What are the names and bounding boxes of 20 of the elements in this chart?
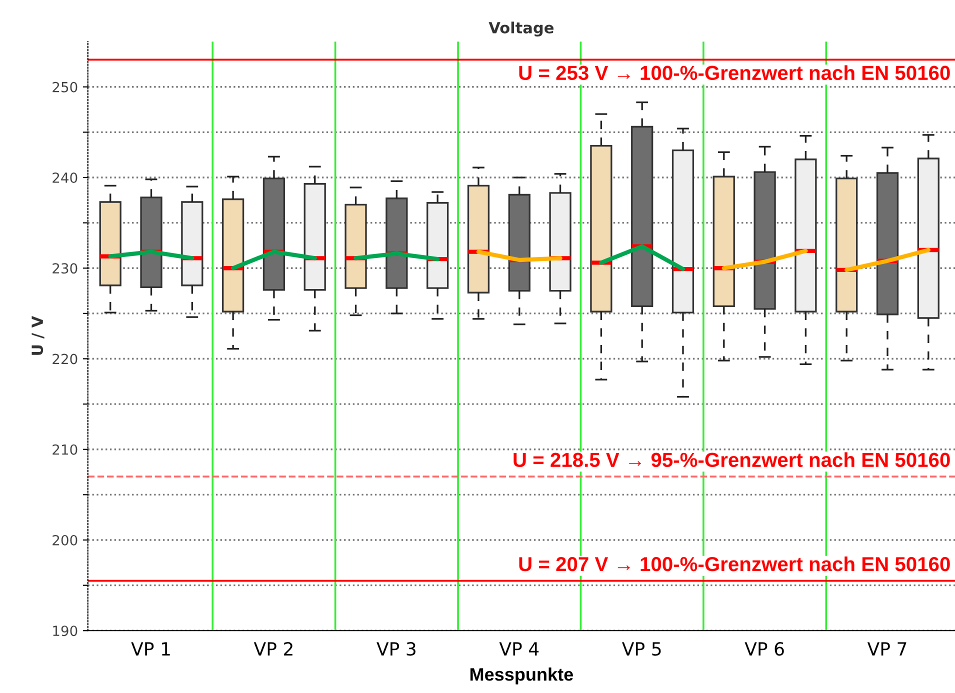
y-tick-label: 210 [52, 444, 78, 455]
y-tick-label: 240 [52, 172, 78, 183]
annotation: U = 253 V → 100-%-Grenzwert nach EN 50160 [519, 65, 950, 80]
annotation: U = 207 V → 100-%-Grenzwert nach EN 50160 [519, 556, 950, 572]
x-tick-label: VP 7 [867, 642, 906, 656]
x-tick-label: VP 4 [499, 642, 539, 656]
y-tick-label: 230 [52, 263, 78, 274]
y-tick-label: 250 [52, 82, 78, 92]
x-axis-title: Messpunkte [470, 668, 573, 684]
y-tick-label: 220 [52, 354, 78, 364]
x-tick-label: VP 6 [744, 642, 784, 656]
x-tick-label: VP 2 [254, 642, 292, 656]
chart-title: Voltage [488, 22, 554, 37]
annotation: U = 218.5 V → 95-%-Grenzwert nach EN 50160 [514, 452, 950, 468]
x-tick-label: VP 1 [131, 642, 170, 656]
x-tick-label: VP 5 [622, 642, 661, 656]
y-tick-label: 190 [53, 626, 78, 636]
y-tick-label: 200 [52, 534, 78, 546]
y-axis-title: U / V [32, 316, 44, 355]
x-tick-label: VP 3 [376, 642, 416, 656]
